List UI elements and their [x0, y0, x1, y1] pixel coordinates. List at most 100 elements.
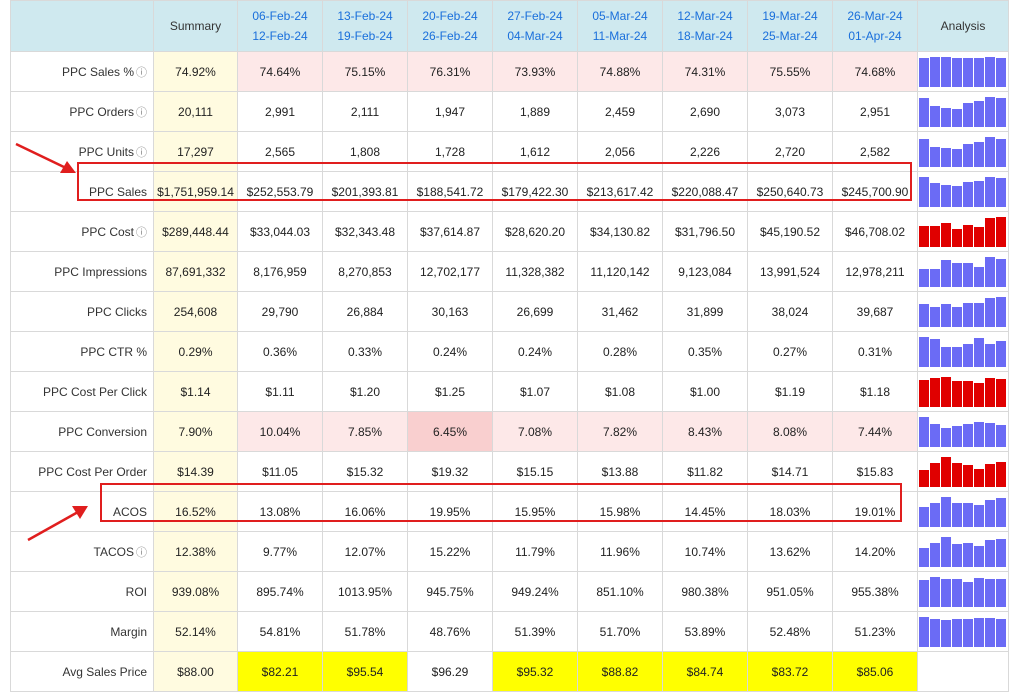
sparkline-bar [985, 377, 995, 407]
value-cell: $37,614.87 [407, 211, 493, 252]
value-cell: 52.48% [747, 611, 833, 652]
value-cell: 895.74% [237, 571, 323, 612]
value-cell: 11.96% [577, 531, 663, 572]
sparkline-bar [974, 468, 984, 487]
value-cell: 2,226 [662, 131, 748, 172]
period-header[interactable]: 13-Feb-24 19-Feb-24 [322, 0, 408, 52]
value-cell: 26,699 [492, 291, 578, 332]
table-row: PPC Cost Per Click $1.14 $1.11 $1.20 $1.25 $1… [10, 371, 1009, 412]
value-cell: 9.77% [237, 531, 323, 572]
summary-cell: 939.08% [153, 571, 238, 612]
metric-label: ROI [10, 571, 154, 612]
value-cell: 2,951 [832, 91, 918, 132]
sparkline-chart [919, 376, 1006, 407]
sparkline-cell [917, 451, 1009, 492]
sparkline-bar [919, 506, 929, 527]
metric-label: Avg Sales Price [10, 651, 154, 692]
value-cell: $1.18 [832, 371, 918, 412]
period-header[interactable]: 26-Mar-24 01-Apr-24 [832, 0, 918, 52]
sparkline-bar [963, 542, 973, 567]
info-icon[interactable]: ⓘ [136, 66, 147, 79]
period-header[interactable]: 27-Feb-24 04-Mar-24 [492, 0, 578, 52]
value-cell: 1,889 [492, 91, 578, 132]
sparkline-bar [919, 616, 929, 647]
value-cell: 10.04% [237, 411, 323, 452]
sparkline-bar [952, 306, 962, 327]
value-cell: 2,056 [577, 131, 663, 172]
value-cell: 3,073 [747, 91, 833, 132]
sparkline-bar [963, 502, 973, 527]
sparkline-bar [985, 422, 995, 447]
info-icon[interactable]: ⓘ [136, 226, 147, 239]
value-cell: $45,190.52 [747, 211, 833, 252]
sparkline-bar [963, 618, 973, 647]
period-header[interactable]: 06-Feb-24 12-Feb-24 [237, 0, 323, 52]
value-cell: 51.23% [832, 611, 918, 652]
sparkline-bar [941, 376, 951, 407]
value-cell: $31,796.50 [662, 211, 748, 252]
metric-label-text: PPC Units [78, 144, 134, 159]
info-icon[interactable]: ⓘ [136, 546, 147, 559]
sparkline-bar [930, 618, 940, 647]
value-cell: $95.32 [492, 651, 578, 692]
value-cell: 19.95% [407, 491, 493, 532]
value-cell: 955.38% [832, 571, 918, 612]
value-cell: 29,790 [237, 291, 323, 332]
sparkline-bar [919, 225, 929, 247]
value-cell: 2,582 [832, 131, 918, 172]
value-cell: $252,553.79 [237, 171, 323, 212]
period-header[interactable]: 05-Mar-24 11-Mar-24 [577, 0, 663, 52]
value-cell: 0.31% [832, 331, 918, 372]
metric-label: PPC Cost Per Order [10, 451, 154, 492]
value-cell: 53.89% [662, 611, 748, 652]
sparkline-bar [996, 497, 1006, 527]
summary-cell: 0.29% [153, 331, 238, 372]
metric-label-text: Margin [110, 624, 147, 639]
metric-label-text: PPC Sales % [61, 64, 134, 79]
value-cell: $82.21 [237, 651, 323, 692]
summary-header[interactable]: Summary [153, 0, 238, 52]
sparkline-bar [996, 424, 1006, 447]
sparkline-cell [917, 251, 1009, 292]
summary-cell: 16.52% [153, 491, 238, 532]
sparkline-bar [996, 138, 1006, 167]
value-cell: 951.05% [747, 571, 833, 612]
metric-label: PPC Cost Per Click [10, 371, 154, 412]
value-cell: 2,690 [662, 91, 748, 132]
value-cell: $15.32 [322, 451, 408, 492]
value-cell: 54.81% [237, 611, 323, 652]
sparkline-bar [996, 296, 1006, 327]
value-cell: 13.62% [747, 531, 833, 572]
info-icon[interactable]: ⓘ [136, 146, 147, 159]
value-cell: 15.98% [577, 491, 663, 532]
sparkline-bar [985, 96, 995, 127]
sparkline-bar [941, 346, 951, 367]
sparkline-bar [985, 256, 995, 287]
period-header[interactable]: 12-Mar-24 18-Mar-24 [662, 0, 748, 52]
sparkline-bar [963, 57, 973, 87]
sparkline-bar [919, 57, 929, 87]
sparkline-bar [974, 180, 984, 207]
value-cell: 2,111 [322, 91, 408, 132]
sparkline-cell [917, 171, 1009, 212]
period-header[interactable]: 19-Mar-24 25-Mar-24 [747, 0, 833, 52]
sparkline-bar [996, 177, 1006, 207]
sparkline-cell [917, 51, 1009, 92]
sparkline-bar [996, 538, 1006, 567]
sparkline-bar [985, 617, 995, 647]
sparkline-bar [963, 102, 973, 127]
table-row: PPC Sales % ⓘ 74.92% 74.64% 75.15% 76.31% 73.9… [10, 51, 1009, 92]
sparkline-chart [919, 496, 1006, 527]
info-icon[interactable]: ⓘ [136, 106, 147, 119]
sparkline-chart [919, 416, 1006, 447]
value-cell: $1.08 [577, 371, 663, 412]
sparkline-chart [919, 296, 1006, 327]
value-cell: 2,991 [237, 91, 323, 132]
sparkline-bar [996, 461, 1006, 487]
value-cell: $1.07 [492, 371, 578, 412]
value-cell: $1.20 [322, 371, 408, 412]
value-cell: $28,620.20 [492, 211, 578, 252]
period-header[interactable]: 20-Feb-24 26-Feb-24 [407, 0, 493, 52]
sparkline-chart [919, 136, 1006, 167]
metric-label-text: PPC CTR % [80, 344, 147, 359]
